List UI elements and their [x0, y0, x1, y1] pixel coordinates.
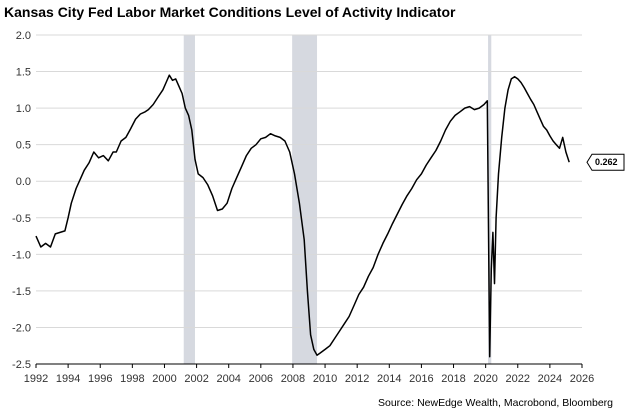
x-tick-label: 2012	[345, 373, 369, 385]
y-tick-label: 1.5	[16, 67, 31, 79]
x-tick-label: 2010	[313, 373, 337, 385]
y-tick-label: -0.5	[12, 213, 31, 225]
series	[35, 74, 570, 358]
last-value-box	[586, 153, 625, 171]
x-tick-label: 2016	[409, 373, 433, 385]
x-tick-label: 2000	[152, 373, 176, 385]
y-tick-label: 1.0	[16, 103, 31, 115]
y-tick-label: -1.5	[12, 286, 31, 298]
y-tick-label: -1.0	[12, 249, 31, 261]
chart-title: Kansas City Fed Labor Market Conditions …	[4, 4, 456, 20]
x-tick-label: 2008	[281, 373, 305, 385]
axes: 2.0 1.5 1.0 0.5 0.0 -0.5 -1.0 -1.5 -2.0 -2.5 1992 1…	[12, 30, 594, 385]
y-tick-label: 0.0	[16, 176, 31, 188]
series-line-0	[35, 74, 570, 358]
x-tick-label: 1994	[56, 373, 80, 385]
x-tick-label: 1992	[24, 373, 48, 385]
recession-band-0	[183, 35, 195, 364]
y-tick-label: -2.5	[12, 359, 31, 371]
source-note: Source: NewEdge Wealth, Macrobond, Bloom…	[377, 397, 613, 409]
last-value-label: 0.262	[595, 157, 618, 167]
y-tick-label: 0.5	[16, 140, 31, 152]
x-tick-label: 2004	[216, 373, 240, 385]
recession-band-1	[292, 35, 318, 364]
y-tick-label: 2.0	[16, 30, 31, 42]
y-tick-label: -2.0	[12, 322, 31, 334]
x-tick-label: 2020	[473, 373, 497, 385]
recession-band-2	[488, 35, 492, 364]
x-tick-label: 2014	[377, 373, 401, 385]
x-tick-label: 2006	[249, 373, 273, 385]
x-tick-label: 1996	[88, 373, 112, 385]
x-tick-label: 1998	[120, 373, 144, 385]
x-tick-label: 2022	[506, 373, 530, 385]
x-tick-label: 2018	[441, 373, 465, 385]
x-tick-label: 2024	[538, 373, 562, 385]
last-value-callout: 0.262	[586, 153, 625, 171]
recession-bands	[183, 35, 492, 364]
x-tick-label: 2026	[570, 373, 594, 385]
x-tick-label: 2002	[184, 373, 208, 385]
